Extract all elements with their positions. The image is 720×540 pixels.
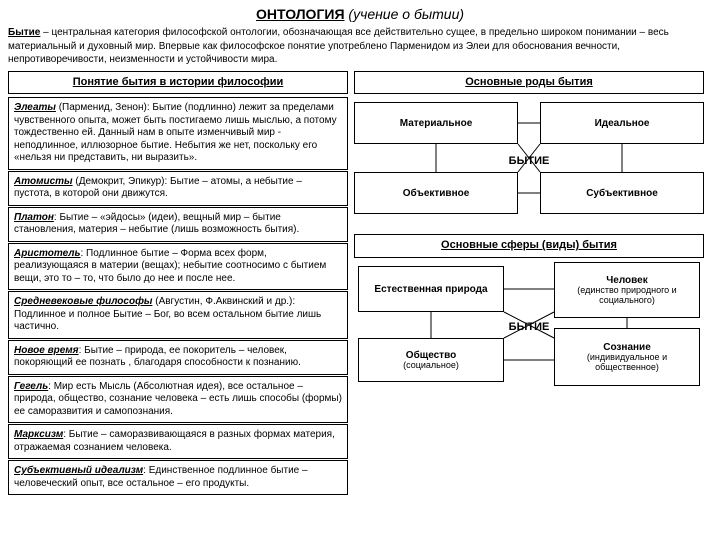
- columns: Понятие бытия в истории философии Элеаты…: [8, 71, 712, 497]
- entry-text: : Мир есть Мысль (Абсолютная идея), все …: [14, 381, 342, 417]
- history-entry: Средневековые философы (Августин, Ф.Акви…: [8, 291, 348, 339]
- intro-text: – центральная категория философской онто…: [8, 27, 669, 65]
- diagram-rody: Материальное Идеальное Объективное Субъекти…: [354, 98, 704, 226]
- left-column: Понятие бытия в истории философии Элеаты…: [8, 71, 348, 497]
- diagram-node: Сознание(индивидуальное и общественное): [554, 328, 700, 386]
- right-column: Основные роды бытия Материальное Идеально…: [354, 71, 704, 497]
- diagram-sfery: Естественная природа Человек(единство при…: [354, 262, 704, 394]
- page-title: ОНТОЛОГИЯ (учение о бытии): [8, 6, 712, 22]
- entry-lead: Марксизм: [14, 429, 63, 440]
- diagram-node: Объективное: [354, 172, 518, 214]
- history-entry: Платон: Бытие – «эйдосы» (идеи), вещный …: [8, 207, 348, 242]
- history-entry: Элеаты (Парменид, Зенон): Бытие (подлинн…: [8, 97, 348, 170]
- intro-term: Бытие: [8, 27, 40, 38]
- title-main: ОНТОЛОГИЯ: [256, 6, 345, 22]
- entry-lead: Гегель: [14, 381, 48, 392]
- history-entry: Атомисты (Демокрит, Эпикур): Бытие – ато…: [8, 171, 348, 206]
- history-entry: Новое время: Бытие – природа, ее покорит…: [8, 340, 348, 375]
- entry-text: : Бытие – «эйдосы» (идеи), вещный мир – …: [14, 212, 299, 236]
- entry-text: (Парменид, Зенон): Бытие (подлинно) лежи…: [14, 102, 337, 163]
- left-heading: Понятие бытия в истории философии: [8, 71, 348, 95]
- history-entry: Гегель: Мир есть Мысль (Абсолютная идея)…: [8, 376, 348, 424]
- history-entry: Субъективный идеализм: Единственное подл…: [8, 460, 348, 495]
- history-entry: Аристотель: Подлинное бытие – Форма всех…: [8, 243, 348, 291]
- entry-lead: Новое время: [14, 345, 79, 356]
- intro-paragraph: Бытие – центральная категория философско…: [8, 26, 712, 67]
- entry-lead: Платон: [14, 212, 54, 223]
- diagram-center-label: БЫТИЕ: [354, 155, 704, 167]
- right-heading-1: Основные роды бытия: [354, 71, 704, 95]
- diagram-node: Общество(социальное): [358, 338, 504, 382]
- diagram-center-label: БЫТИЕ: [354, 321, 704, 333]
- entry-text: : Бытие – саморазвивающаяся в разных фор…: [14, 429, 335, 453]
- history-entry: Марксизм: Бытие – саморазвивающаяся в ра…: [8, 424, 348, 459]
- entry-lead: Элеаты: [14, 102, 56, 113]
- diagram-node: Субъективное: [540, 172, 704, 214]
- entry-lead: Атомисты: [14, 176, 73, 187]
- history-entries: Элеаты (Парменид, Зенон): Бытие (подлинн…: [8, 97, 348, 495]
- diagram-node: Естественная природа: [358, 266, 504, 312]
- entry-lead: Субъективный идеализм: [14, 465, 143, 476]
- diagram-node: Материальное: [354, 102, 518, 144]
- diagram-node: Идеальное: [540, 102, 704, 144]
- right-heading-2: Основные сферы (виды) бытия: [354, 234, 704, 258]
- diagram-node: Человек(единство природного и социальног…: [554, 262, 700, 318]
- title-paren: (учение о бытии): [348, 6, 464, 22]
- entry-lead: Средневековые философы: [14, 296, 152, 307]
- entry-lead: Аристотель: [14, 248, 80, 259]
